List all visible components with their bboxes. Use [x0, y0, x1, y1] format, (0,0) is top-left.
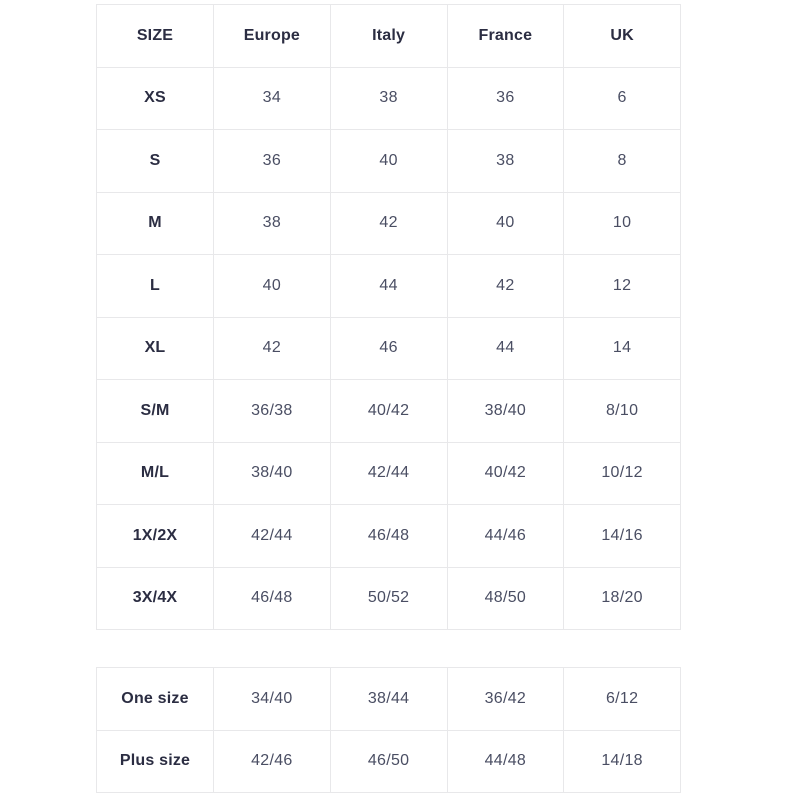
italy-value-cell: 46/48	[329, 504, 448, 568]
uk-value-cell: 6/12	[563, 667, 681, 731]
france-value-cell: 40/42	[446, 441, 565, 505]
table-row: L 40 44 42 12	[96, 254, 681, 318]
italy-value-cell: 44	[329, 254, 448, 318]
column-header-size: SIZE	[96, 4, 214, 68]
italy-value-cell: 40/42	[329, 379, 448, 443]
europe-value-cell: 36/38	[213, 379, 331, 443]
size-label-cell: One size	[96, 667, 214, 731]
europe-value-cell: 38	[213, 191, 331, 255]
europe-value-cell: 34/40	[213, 667, 331, 731]
france-value-cell: 36/42	[446, 667, 565, 731]
header-row: SIZE Europe Italy France UK	[96, 4, 681, 68]
france-value-cell: 36	[446, 66, 565, 130]
italy-value-cell: 38/44	[329, 667, 448, 731]
size-label-cell: L	[96, 254, 214, 318]
europe-value-cell: 46/48	[213, 566, 331, 630]
size-label-cell: XL	[96, 316, 214, 380]
table-row: XS 34 38 36 6	[96, 66, 681, 130]
france-value-cell: 40	[446, 191, 565, 255]
europe-value-cell: 42	[213, 316, 331, 380]
size-label-cell: XS	[96, 66, 214, 130]
column-header-italy: Italy	[329, 4, 448, 68]
size-label-cell: Plus size	[96, 729, 214, 793]
france-value-cell: 38	[446, 129, 565, 193]
table-row: S 36 40 38 8	[96, 129, 681, 193]
size-label-cell: S/M	[96, 379, 214, 443]
table-row: M 38 42 40 10	[96, 191, 681, 255]
europe-value-cell: 40	[213, 254, 331, 318]
france-value-cell: 42	[446, 254, 565, 318]
europe-value-cell: 42/46	[213, 729, 331, 793]
italy-value-cell: 38	[329, 66, 448, 130]
column-header-france: France	[446, 4, 565, 68]
italy-value-cell: 40	[329, 129, 448, 193]
uk-value-cell: 10/12	[563, 441, 681, 505]
table-body: XS 34 38 36 6 S 36 40 38 8 M 38 42 40 10	[96, 66, 681, 630]
size-conversion-table: SIZE Europe Italy France UK XS 34 38 36 …	[96, 4, 681, 630]
france-value-cell: 38/40	[446, 379, 565, 443]
europe-value-cell: 42/44	[213, 504, 331, 568]
table-row: S/M 36/38 40/42 38/40 8/10	[96, 379, 681, 443]
italy-value-cell: 46	[329, 316, 448, 380]
uk-value-cell: 14	[563, 316, 681, 380]
italy-value-cell: 50/52	[329, 566, 448, 630]
europe-value-cell: 38/40	[213, 441, 331, 505]
table-row: 1X/2X 42/44 46/48 44/46 14/16	[96, 504, 681, 568]
table-row: 3X/4X 46/48 50/52 48/50 18/20	[96, 566, 681, 630]
uk-value-cell: 10	[563, 191, 681, 255]
france-value-cell: 44	[446, 316, 565, 380]
italy-value-cell: 42	[329, 191, 448, 255]
table-row: M/L 38/40 42/44 40/42 10/12	[96, 441, 681, 505]
table-row: Plus size 42/46 46/50 44/48 14/18	[96, 729, 681, 793]
table-row: One size 34/40 38/44 36/42 6/12	[96, 667, 681, 731]
column-header-europe: Europe	[213, 4, 331, 68]
column-header-uk: UK	[563, 4, 681, 68]
table-header: SIZE Europe Italy France UK	[96, 4, 681, 68]
one-size-conversion-table: One size 34/40 38/44 36/42 6/12 Plus siz…	[96, 667, 681, 793]
uk-value-cell: 6	[563, 66, 681, 130]
uk-value-cell: 12	[563, 254, 681, 318]
size-label-cell: M	[96, 191, 214, 255]
france-value-cell: 48/50	[446, 566, 565, 630]
france-value-cell: 44/48	[446, 729, 565, 793]
italy-value-cell: 42/44	[329, 441, 448, 505]
europe-value-cell: 36	[213, 129, 331, 193]
table-body: One size 34/40 38/44 36/42 6/12 Plus siz…	[96, 667, 681, 793]
italy-value-cell: 46/50	[329, 729, 448, 793]
uk-value-cell: 18/20	[563, 566, 681, 630]
uk-value-cell: 8	[563, 129, 681, 193]
size-label-cell: 1X/2X	[96, 504, 214, 568]
table-row: XL 42 46 44 14	[96, 316, 681, 380]
size-label-cell: 3X/4X	[96, 566, 214, 630]
uk-value-cell: 14/16	[563, 504, 681, 568]
france-value-cell: 44/46	[446, 504, 565, 568]
uk-value-cell: 14/18	[563, 729, 681, 793]
uk-value-cell: 8/10	[563, 379, 681, 443]
europe-value-cell: 34	[213, 66, 331, 130]
size-label-cell: S	[96, 129, 214, 193]
size-label-cell: M/L	[96, 441, 214, 505]
